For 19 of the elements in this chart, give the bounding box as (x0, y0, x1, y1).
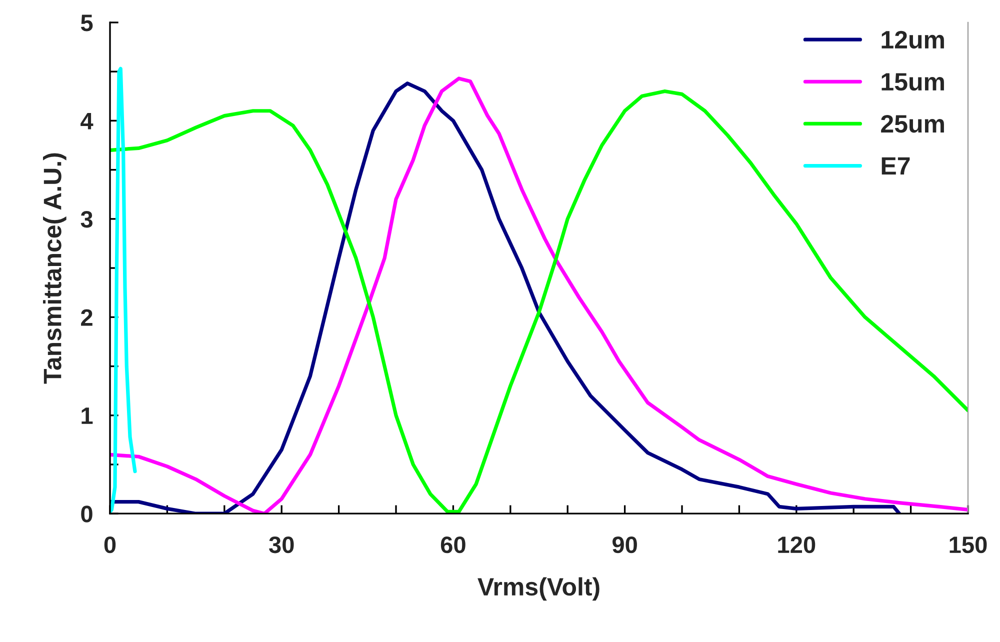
x-tick-label: 90 (612, 536, 637, 554)
x-tick-label: 120 (778, 536, 816, 554)
y-tick-label: 3 (80, 210, 92, 228)
y-axis-title: Tansmittance( A.U.) (43, 153, 66, 384)
y-tick-label: 1 (82, 408, 93, 424)
legend-label: 25um (881, 115, 944, 133)
x-tick-label: 150 (950, 536, 987, 554)
x-tick-label: 30 (269, 536, 294, 554)
y-tick-label: 5 (80, 14, 93, 32)
legend-label: 12um (882, 30, 944, 49)
legend-label: E7 (882, 157, 910, 175)
x-axis-title: Vrms(Volt) (478, 577, 600, 601)
x-tick-label: 60 (440, 536, 466, 554)
y-tick-label: 0 (81, 506, 92, 522)
y-tick-label: 2 (81, 309, 92, 326)
x-tick-label: 0 (104, 536, 116, 554)
legend-label: 15um (882, 73, 944, 91)
y-tick-label: 4 (80, 113, 94, 130)
line-series (110, 66, 137, 514)
